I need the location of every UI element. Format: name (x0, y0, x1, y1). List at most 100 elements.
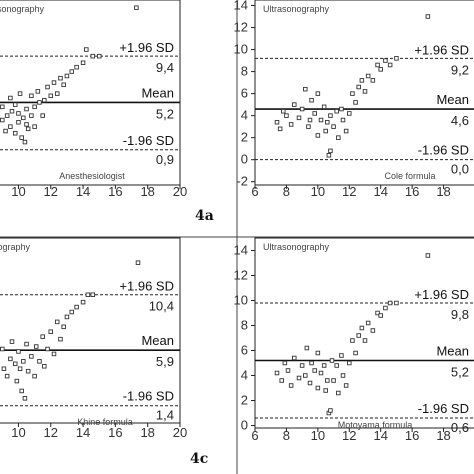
mean-value: 5,2 (156, 106, 174, 121)
data-point (42, 364, 47, 369)
data-point (24, 122, 29, 127)
method-label: Cole formula (384, 171, 435, 181)
data-point (299, 363, 305, 368)
data-point (61, 324, 66, 330)
x-tick-label: 14 (76, 425, 90, 440)
x-tick-label: 20 (173, 425, 187, 440)
data-point (274, 119, 280, 125)
data-point (12, 130, 18, 136)
data-point (54, 91, 60, 96)
data-point (12, 102, 18, 107)
data-point (312, 368, 317, 373)
y-tick-label: 8 (241, 64, 248, 79)
data-point (17, 91, 23, 96)
data-point (328, 148, 333, 154)
data-point (24, 341, 29, 347)
plot-area (0, 5, 180, 151)
x-tick-label: 20 (173, 184, 187, 199)
data-point (74, 64, 79, 70)
data-point (282, 360, 288, 366)
mean-value: 4,6 (451, 113, 469, 128)
data-point (288, 122, 294, 127)
data-point (4, 113, 10, 118)
y-tick-label: 8 (241, 318, 248, 333)
data-point (134, 5, 139, 10)
data-point (9, 108, 15, 114)
data-point (331, 378, 336, 383)
data-point (37, 100, 42, 105)
data-point (21, 115, 26, 121)
lower-loa-label: -1.96 SD (123, 389, 174, 404)
x-tick-label: 16 (405, 184, 419, 199)
data-point (48, 93, 54, 99)
data-point (40, 334, 45, 339)
data-point (343, 128, 349, 134)
data-point (309, 97, 314, 103)
data-point (312, 111, 317, 116)
data-point (318, 117, 324, 123)
x-tick-label: 18 (140, 184, 154, 199)
data-point (331, 124, 336, 129)
x-tick-label: 6 (251, 428, 258, 443)
y-tick-label: 10 (234, 42, 248, 57)
y-tick-label: 12 (234, 268, 248, 283)
data-point (37, 359, 42, 364)
method-label: Anesthesiologist (59, 171, 125, 181)
upper-loa-label: +1.96 SD (119, 40, 174, 55)
data-point (375, 62, 380, 68)
data-point (303, 86, 308, 92)
data-point (45, 346, 50, 352)
upper-loa-label: +1.96 SD (414, 287, 469, 302)
x-tick-label: 12 (44, 425, 58, 440)
data-point (326, 153, 332, 158)
data-point (315, 385, 321, 391)
data-point (340, 373, 346, 378)
data-point (394, 56, 399, 61)
data-point (315, 91, 321, 96)
y-tick-label: 2 (241, 393, 248, 408)
data-point (296, 375, 302, 381)
upper-loa-value: 10,4 (149, 299, 174, 314)
lower-loa-value: 0,0 (451, 162, 469, 177)
data-point (347, 360, 352, 366)
data-point (323, 128, 328, 134)
y-tick-label: 0 (241, 152, 248, 167)
lower-loa-value: 0,9 (156, 152, 174, 167)
mean-value: 5,2 (451, 365, 469, 380)
data-point (32, 373, 37, 379)
data-point (3, 128, 8, 134)
y-tick-label: 12 (234, 20, 248, 35)
data-point (4, 373, 10, 379)
mean-label: Mean (436, 344, 469, 359)
data-point (281, 108, 286, 114)
data-point (51, 80, 57, 85)
data-point (292, 102, 297, 107)
y-tick-label: 4 (241, 368, 248, 383)
panel-label: 4c (190, 451, 208, 467)
lower-loa-label: -1.96 SD (418, 401, 469, 416)
panel-4: Ultrasonography +1.96 SD 9,8 Mean 5,2 -1.96 S… (190, 237, 474, 467)
plot-title: Ultrasonography (0, 4, 45, 14)
lower-loa-label: -1.96 SD (123, 133, 174, 148)
data-point (362, 89, 368, 94)
data-point (343, 383, 349, 388)
data-point (12, 361, 18, 367)
data-point (32, 104, 37, 110)
panel-1: Ultrasonography +1.96 SD 9,4 Mean 5,2 -1.96 S… (0, 0, 214, 224)
x-tick-label: 6 (251, 184, 258, 199)
data-point (362, 338, 368, 343)
data-point (9, 339, 15, 344)
data-point (370, 78, 376, 83)
data-point (90, 53, 96, 59)
data-point (425, 253, 431, 258)
method-label: Khine formula (77, 417, 133, 427)
panel-2: Ultrasonography +1.96 SD 9,2 Mean 4,6 -1.96 S… (234, 0, 474, 199)
data-point (288, 383, 294, 388)
data-point (74, 304, 79, 310)
x-tick-label: 14 (373, 428, 387, 443)
x-tick-label: 12 (342, 428, 356, 443)
data-point (370, 328, 376, 333)
data-point (25, 126, 31, 132)
data-point (334, 108, 339, 114)
data-point (40, 113, 45, 118)
